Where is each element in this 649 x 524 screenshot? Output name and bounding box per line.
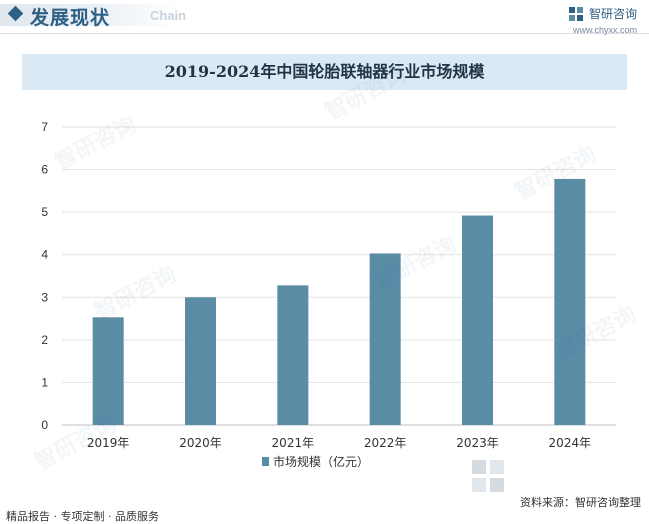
- bar: [462, 215, 493, 425]
- y-tick-label: 5: [41, 205, 48, 219]
- bar: [185, 297, 216, 425]
- watermark-text: 智研咨询: [91, 261, 181, 325]
- watermark-text: 智研咨询: [321, 61, 411, 125]
- brand-logo-icon: [568, 6, 583, 21]
- bar: [277, 285, 309, 425]
- y-tick-label: 2: [41, 333, 48, 347]
- y-tick-label: 6: [41, 163, 48, 177]
- bar: [369, 253, 401, 425]
- footer-tagline: 精品报告 · 专项定制 · 品质服务: [6, 510, 159, 523]
- chart-title: 2019-2024年中国轮胎联轴器行业市场规模: [164, 62, 485, 81]
- header-band: [0, 4, 180, 26]
- brand: 智研咨询 www.chyxx.com: [568, 3, 637, 35]
- x-tick-label: 2024年: [549, 436, 592, 450]
- y-tick-label: 7: [41, 120, 48, 134]
- chart-title-box: 2019-2024年中国轮胎联轴器行业市场规模: [22, 54, 627, 90]
- y-tick-label: 4: [41, 248, 48, 262]
- y-tick-label: 3: [41, 290, 48, 304]
- y-tick-label: 0: [41, 418, 48, 432]
- x-tick-label: 2021年: [272, 436, 315, 450]
- watermark-logo-icon: [472, 460, 504, 492]
- y-tick-label: 1: [41, 375, 48, 389]
- header-divider: [0, 33, 649, 34]
- legend-label: 市场规模（亿元）: [273, 454, 369, 469]
- watermark-text: 智研咨询: [51, 111, 141, 175]
- footer-source: 资料来源：智研咨询整理: [520, 496, 641, 509]
- section-subtitle: Chain: [150, 8, 187, 23]
- x-tick-label: 2019年: [87, 436, 130, 450]
- x-tick-label: 2022年: [364, 436, 407, 450]
- x-tick-label: 2023年: [456, 436, 499, 450]
- bar: [554, 178, 586, 425]
- section-title: 发展现状: [30, 7, 111, 29]
- legend-swatch: [262, 457, 269, 466]
- brand-name: 智研咨询: [588, 7, 637, 21]
- brand-url: www.chyxx.com: [572, 25, 637, 35]
- bar: [92, 317, 124, 425]
- section-header: 发展现状 Chain 智研咨询 www.chyxx.com: [0, 0, 649, 35]
- x-tick-label: 2020年: [179, 436, 222, 450]
